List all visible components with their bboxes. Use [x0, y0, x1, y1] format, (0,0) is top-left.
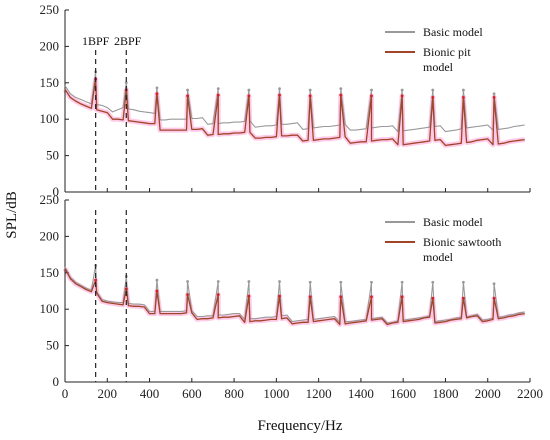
top-panel-y-tick-label: 200 — [40, 38, 60, 53]
bottom-panel-series-basic — [64, 264, 525, 324]
bottom-panel-peak-point-basic — [492, 282, 496, 286]
bottom-panel-peak-point-bionic — [370, 295, 373, 299]
bottom-panel-x-tick-label: 1400 — [348, 386, 374, 401]
top-panel-peak-point-basic — [462, 88, 465, 92]
top-panel-peak-point-basic — [308, 88, 312, 92]
bottom-panel-peak-point-bionic — [400, 295, 404, 299]
bottom-panel-peak-point-bionic — [216, 293, 220, 297]
top-panel-legend-label: Bionic pit model — [423, 45, 471, 74]
bottom-panel-x-tick-label: 800 — [224, 386, 244, 401]
bottom-panel-peak-point-bionic — [124, 287, 128, 291]
bottom-panel-legend-label: Basic model — [423, 215, 483, 229]
bpf1-annotation: 1BPF — [82, 34, 110, 48]
bottom-panel-x-tick-label: 400 — [140, 386, 160, 401]
top-panel-peak-point-basic — [278, 87, 281, 91]
top-panel-peak-point-basic — [339, 87, 343, 91]
bottom-panel-peak-point-basic — [462, 280, 465, 284]
bottom-panel-y-tick-label: 0 — [53, 374, 60, 389]
top-panel-y-tick-label: 0 — [53, 184, 60, 199]
bottom-panel-y-tick-label: 50 — [46, 338, 59, 353]
bottom-panel-x-tick-label: 1000 — [263, 386, 289, 401]
top-panel-peak-point-bionic — [247, 94, 251, 98]
top-panel-peak-point-bionic — [370, 94, 373, 98]
top-panel-series-bionic — [64, 78, 525, 147]
top-panel-peak-point-basic — [431, 88, 435, 92]
top-panel-peak-point-bionic — [155, 92, 159, 96]
top-panel-series-basic — [64, 71, 525, 133]
bottom-panel-x-tick-label: 1200 — [306, 386, 332, 401]
bottom-panel-peak-point-basic — [370, 280, 373, 284]
bottom-panel-x-tick-label: 2000 — [475, 386, 501, 401]
bottom-panel-x-tick-label: 1800 — [432, 386, 458, 401]
top-panel-y-tick-label: 150 — [40, 75, 60, 90]
bottom-panel-peak-point-basic — [308, 280, 312, 284]
top-panel-y-tick-label: 100 — [40, 111, 60, 126]
bottom-panel-x-tick-label: 2200 — [517, 386, 543, 401]
bottom-panel-peak-point-basic — [155, 278, 159, 282]
bpf2-annotation: 2BPF — [114, 34, 142, 48]
bottom-panel-y-tick-label: 200 — [40, 228, 60, 243]
bottom-panel-peak-point-basic — [339, 280, 343, 284]
top-panel-peak-point-basic — [400, 88, 404, 92]
top-panel-peak-point-bionic — [339, 93, 343, 97]
bottom-panel-series-bionic — [64, 268, 525, 326]
bottom-panel-y-tick-label: 250 — [40, 192, 60, 207]
bottom-panel-y-tick-label: 100 — [40, 301, 60, 316]
bottom-panel-legend-label: Bionic sawtooth model — [423, 235, 501, 264]
bottom-panel-peak-point-basic — [400, 280, 404, 284]
bottom-panel-peak-point-basic — [278, 280, 281, 283]
top-panel-y-tick-label: 250 — [40, 2, 60, 17]
series-layer — [64, 70, 525, 326]
bottom-panel-x-tick-label: 200 — [98, 386, 118, 401]
top-panel-peak-point-basic — [492, 92, 496, 96]
bottom-panel-peak-point-bionic — [339, 295, 343, 299]
top-panel-y-tick-label: 50 — [46, 148, 59, 163]
text-layer: SPL/dB Frequency/Hz 1BPF 2BPF — [4, 34, 343, 434]
bottom-panel-series-halo — [62, 267, 526, 327]
x-axis-label: Frequency/Hz — [258, 418, 343, 434]
top-panel-peak-point-basic — [186, 88, 189, 92]
top-panel-peak-point-basic — [155, 86, 159, 90]
top-panel-peak-point-basic — [370, 88, 373, 92]
top-panel-peak-point-basic — [216, 87, 220, 91]
bpf-marker-layer — [95, 50, 127, 382]
bottom-panel-peak-point-bionic — [492, 296, 496, 300]
top-panel-legend-label: Basic model — [423, 25, 483, 39]
top-panel-peak-point-bionic — [308, 94, 312, 98]
top-panel-peak-point-bionic — [400, 94, 404, 98]
bottom-panel-peak-point-bionic — [308, 295, 312, 299]
bottom-panel-y-tick-label: 150 — [40, 265, 60, 280]
bottom-panel-peak-point-basic — [216, 280, 220, 283]
bottom-panel-peak-point-bionic — [94, 278, 98, 282]
bottom-panel-peak-point-bionic — [155, 289, 159, 293]
top-panel-peak-point-bionic — [278, 93, 281, 97]
bottom-panel-peak-point-basic — [431, 280, 435, 284]
bottom-panel-x-tick-label: 0 — [62, 386, 69, 401]
bottom-panel-peak-point-bionic — [278, 294, 281, 298]
bottom-panel-peak-point-bionic — [247, 294, 251, 298]
top-panel-peak-point-bionic — [216, 93, 220, 97]
bottom-panel-peak-point-basic — [247, 280, 251, 283]
top-panel-peak-point-bionic — [431, 95, 435, 99]
top-panel-peak-point-bionic — [462, 95, 465, 99]
bottom-panel-peak-point-bionic — [462, 296, 465, 300]
bottom-panel-peak-point-basic — [186, 280, 189, 283]
top-panel-peak-point-basic — [124, 81, 128, 85]
spectrum-halo-layer — [62, 76, 526, 327]
bottom-panel-x-tick-label: 1600 — [390, 386, 416, 401]
bottom-panel-peak-point-bionic — [186, 293, 189, 297]
bottom-panel-x-tick-label: 600 — [182, 386, 202, 401]
top-panel-peak-point-bionic — [186, 94, 189, 98]
bottom-panel-peak-point-bionic — [431, 296, 435, 300]
top-panel-peak-point-bionic — [492, 95, 496, 99]
top-panel-peak-point-basic — [247, 88, 251, 92]
y-axis-label: SPL/dB — [4, 191, 20, 239]
legend-layer: Basic model Bionic pit model Basic model Bio… — [385, 25, 501, 264]
